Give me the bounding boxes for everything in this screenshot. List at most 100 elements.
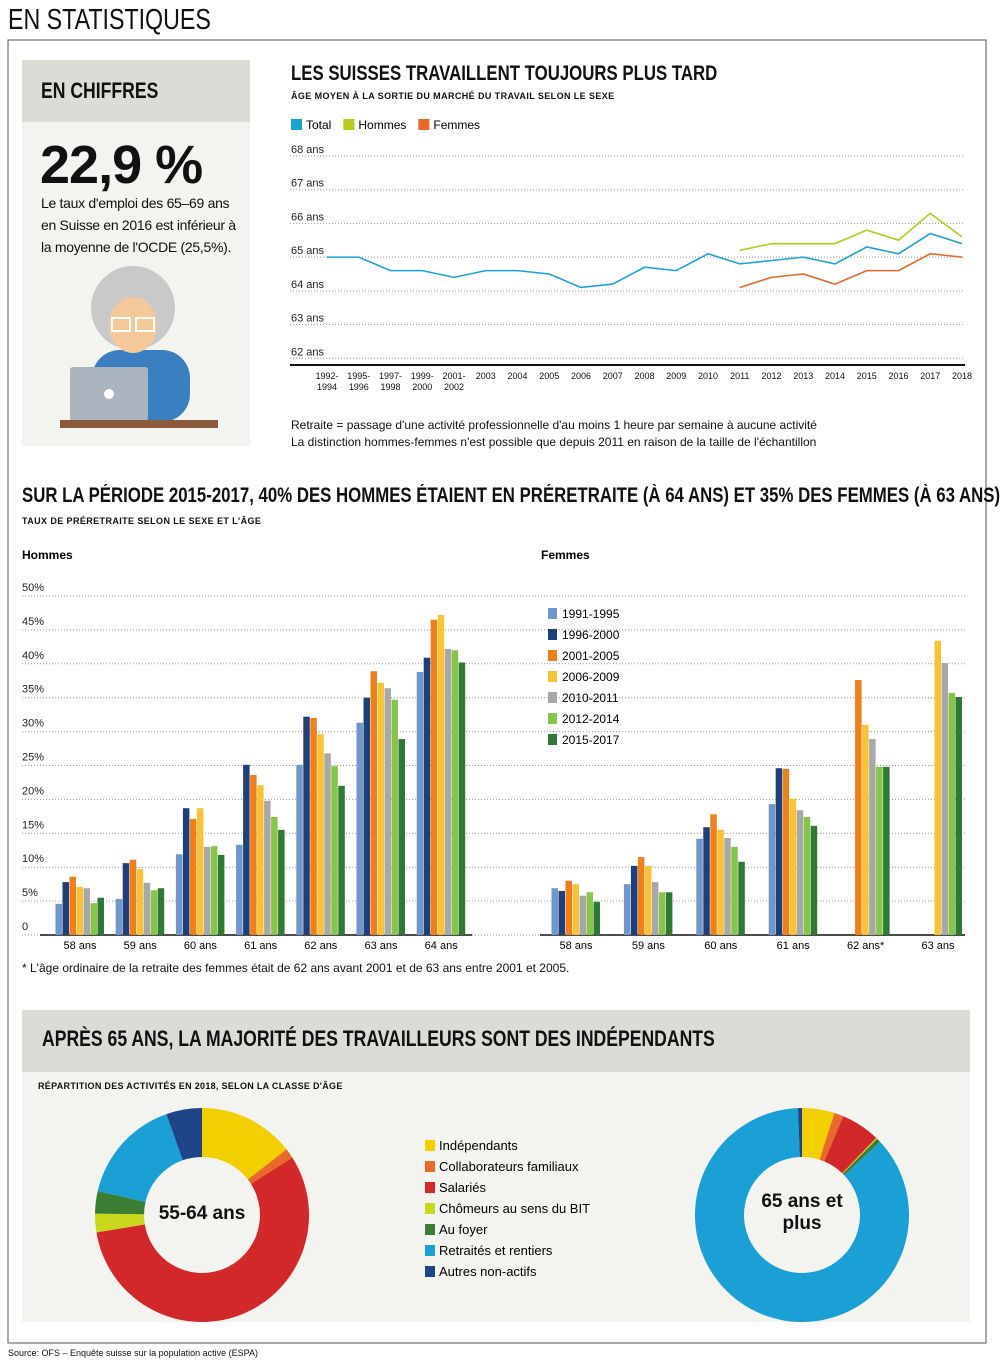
bar (883, 766, 890, 935)
bar (69, 876, 76, 935)
donut-slice (797, 1108, 802, 1158)
bar (370, 671, 377, 935)
y-tick-label: 67 ans (291, 178, 325, 190)
bar (665, 892, 673, 935)
x-tick-label: 64 ans (425, 940, 459, 952)
sidebar-text: Le taux d'emploi des 65–69 ans en Suisse… (41, 195, 236, 255)
bar (217, 854, 225, 935)
y-tick-label: 64 ans (291, 279, 325, 291)
bar (717, 829, 724, 935)
legend-swatch (425, 1203, 435, 1214)
donut-head (22, 1010, 970, 1072)
bar-title-text: SUR LA PÉRIODE 2015-2017, 40% DES HOMMES… (22, 484, 1000, 507)
bar (310, 718, 317, 935)
bar (236, 844, 243, 935)
bar (271, 817, 278, 935)
bar (738, 861, 745, 935)
x-tick-label: 2018 (951, 371, 973, 381)
legend-swatch (343, 119, 355, 130)
legend-label: Au foyer (439, 1222, 488, 1237)
frame (7, 39, 987, 1344)
bar (955, 697, 962, 935)
bar (941, 663, 948, 935)
bar (862, 724, 869, 935)
legend-swatch (425, 1224, 435, 1235)
x-tick-label: 61 ans (244, 940, 278, 952)
bar (62, 882, 69, 935)
legend-label: 2015-2017 (562, 733, 620, 747)
donut-label: 65 ans et plus (761, 1191, 843, 1234)
bar (76, 886, 83, 935)
donut-slice (802, 1108, 835, 1160)
bar (586, 892, 593, 935)
y-tick-label: 0 (22, 921, 28, 933)
donut-slice (96, 1157, 309, 1322)
legend-label: Chômeurs au sens du BIT (439, 1201, 590, 1216)
x-tick-label: 58 ans (63, 940, 97, 952)
x-tick-label: 2012 (761, 371, 782, 381)
legend-swatch (548, 608, 557, 619)
y-tick-label: 65 ans (291, 245, 325, 257)
bar (203, 846, 211, 935)
bar (150, 890, 158, 935)
bar (630, 865, 638, 935)
bar (384, 688, 391, 935)
donut-slice (166, 1108, 202, 1161)
legend-swatch (548, 734, 557, 745)
bar (115, 899, 123, 935)
legend-label: Collaborateurs familiaux (439, 1159, 579, 1174)
line-series (739, 212, 963, 252)
x-tick-label: 2004 (507, 371, 528, 381)
legend-swatch (418, 119, 430, 130)
y-tick-label: 25% (22, 752, 44, 764)
bar (710, 814, 717, 935)
bar (331, 766, 338, 935)
legend-swatch (548, 713, 557, 724)
donut-slice (95, 1191, 146, 1215)
bar (876, 766, 883, 935)
bar (551, 888, 558, 935)
x-tick-label: 1995-1996 (347, 371, 371, 392)
legend-label: Retraités et rentiers (439, 1243, 553, 1258)
bar (775, 768, 783, 935)
bar (437, 614, 445, 935)
y-tick-label: 45% (22, 616, 44, 628)
bar (644, 865, 652, 935)
bar (324, 753, 331, 935)
legend-label: 2012-2014 (562, 712, 620, 726)
bar (398, 739, 405, 935)
bar (338, 785, 345, 935)
bar (377, 682, 384, 935)
bar (731, 846, 738, 935)
donut-slice (842, 1137, 878, 1174)
legend-label: Hommes (358, 118, 406, 132)
x-tick-label: 60 ans (704, 940, 738, 952)
bar (250, 774, 257, 935)
legend-label: Total (306, 118, 331, 132)
sidebar-figure: 22,9 % (40, 135, 203, 195)
x-tick-label: 59 ans (124, 940, 158, 952)
bar (210, 846, 218, 935)
legend-label: Autres non-actifs (439, 1264, 537, 1279)
x-tick-label: 2001-2002 (442, 371, 466, 392)
donut-title-text: APRÈS 65 ANS, LA MAJORITÉ DES TRAVAILLEU… (42, 1026, 715, 1051)
footnote: * L'âge ordinaire de la retraite des fem… (22, 961, 570, 975)
x-tick-label: 2010 (697, 371, 719, 381)
header: EN STATISTIQUES (8, 4, 211, 36)
line-series (327, 232, 963, 289)
bar (623, 884, 631, 935)
legend-label: Femmes (433, 118, 480, 132)
donut-slice (842, 1138, 880, 1176)
y-tick-label: 63 ans (291, 313, 325, 325)
source: Source: OFS – Enquête suisse sur la popu… (8, 1348, 258, 1358)
sidebar-head (22, 60, 250, 122)
bar (243, 764, 250, 935)
bar (363, 697, 370, 935)
y-tick-label: 30% (22, 718, 44, 730)
bar (444, 648, 452, 935)
bar (264, 800, 271, 935)
y-tick-label: 15% (22, 819, 44, 831)
bar (768, 804, 776, 935)
legend-swatch (425, 1140, 435, 1151)
x-tick-label: 2014 (824, 371, 846, 381)
